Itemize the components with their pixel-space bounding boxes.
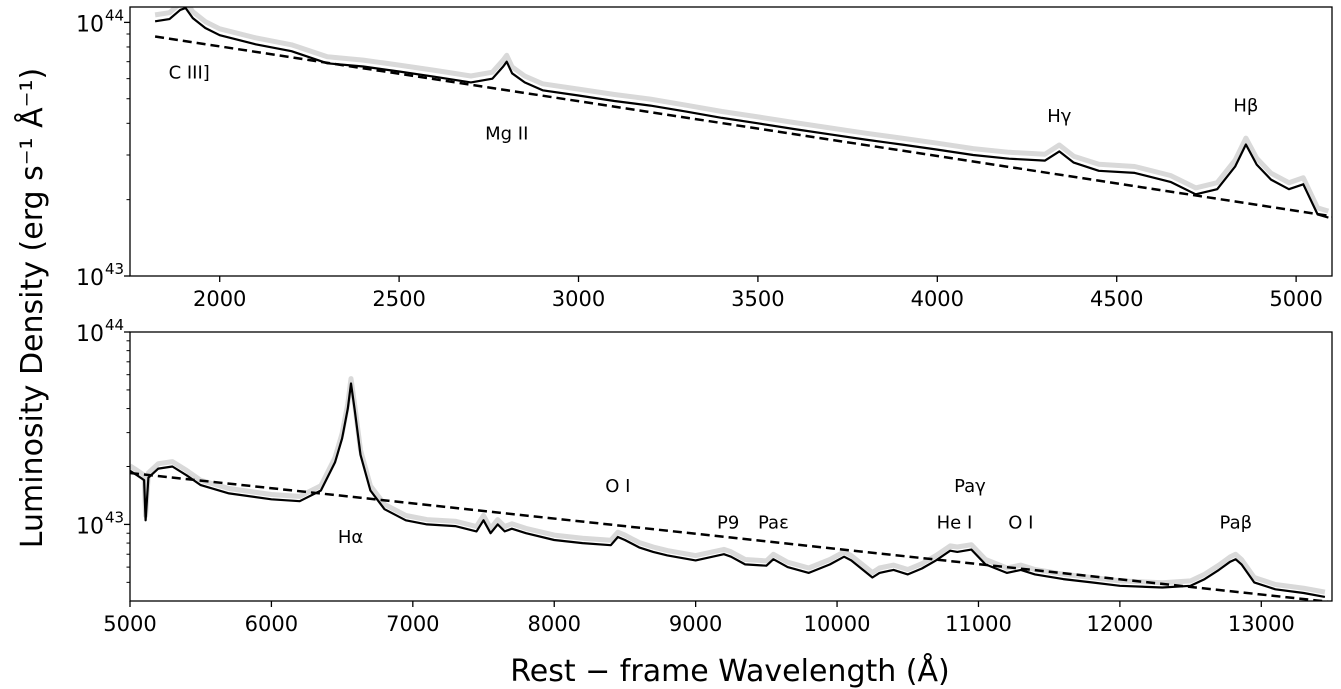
- top-line-label: Hγ: [1047, 106, 1072, 127]
- bottom-line-label: O I: [1008, 513, 1033, 534]
- top-x-tick-label: 2500: [372, 287, 425, 311]
- bottom-axes-frame: [129, 331, 1333, 602]
- top-y-tick-label: 10: [76, 266, 104, 291]
- top-y-tick-exponent: 43: [105, 260, 124, 278]
- top-y-tick-label: 10: [76, 12, 104, 37]
- top-x-tick-label: 3000: [552, 287, 605, 311]
- bottom-line-label: He I: [937, 513, 973, 534]
- bottom-line-label: Paβ: [1220, 513, 1253, 534]
- bottom-noise-band: [130, 376, 1326, 595]
- top-x-tick-label: 4000: [911, 287, 964, 311]
- top-line-label: C III]: [169, 63, 210, 84]
- top-x-tick-label: 2000: [193, 287, 246, 311]
- top-y-tick-exponent: 44: [105, 6, 124, 24]
- top-panel: C III] Mg II Hγ Hβ 2000 2500 3000 3500 4000 4500 5…: [76, 6, 1333, 311]
- top-line-label: Mg II: [485, 124, 528, 145]
- bottom-x-tick-label: 10000: [804, 612, 871, 636]
- bottom-plot-area: [130, 376, 1332, 601]
- bottom-y-tick-label: 10: [76, 514, 104, 539]
- bottom-x-tick-label: 12000: [1086, 612, 1153, 636]
- bottom-line-label: Hα: [338, 527, 363, 548]
- top-continuum-line: [154, 35, 1332, 218]
- bottom-x-tick-label: 6000: [245, 612, 298, 636]
- bottom-x-tick-label: 9000: [669, 612, 722, 636]
- bottom-x-tick-label: 7000: [386, 612, 439, 636]
- bottom-y-tick-exponent: 44: [105, 316, 124, 334]
- top-noise-band: [154, 7, 1330, 214]
- bottom-y-tick-label: 10: [76, 322, 104, 347]
- bottom-panel: Hα O I P9 Paε Paγ He I O I Paβ 5000 6000 7000 8000 9…: [76, 316, 1333, 636]
- bottom-x-tick-label: 8000: [528, 612, 581, 636]
- top-x-tick-label: 3500: [731, 287, 784, 311]
- bottom-x-tick-label: 11000: [945, 612, 1012, 636]
- bottom-line-label: Paγ: [954, 476, 986, 497]
- x-axis-label: Rest − frame Wavelength (Å): [510, 653, 949, 689]
- bottom-line-label: P9: [717, 513, 739, 534]
- bottom-line-label: Paε: [758, 513, 789, 534]
- top-x-tick-label: 4500: [1090, 287, 1143, 311]
- bottom-y-tick-exponent: 43: [105, 508, 124, 526]
- bottom-spectrum-line: [130, 382, 1326, 598]
- bottom-continuum-line: [130, 471, 1332, 601]
- bottom-x-tick-label: 13000: [1228, 612, 1295, 636]
- top-line-label: Hβ: [1233, 96, 1258, 117]
- top-plot-area: [154, 7, 1332, 219]
- top-x-tick-label: 5000: [1269, 287, 1322, 311]
- y-axis-label: Luminosity Density (erg s⁻¹ Å⁻¹): [14, 68, 50, 548]
- bottom-x-tick-label: 5000: [103, 612, 156, 636]
- top-axes-frame: [129, 6, 1333, 277]
- bottom-line-label: O I: [605, 476, 630, 497]
- top-spectrum-line: [154, 7, 1329, 219]
